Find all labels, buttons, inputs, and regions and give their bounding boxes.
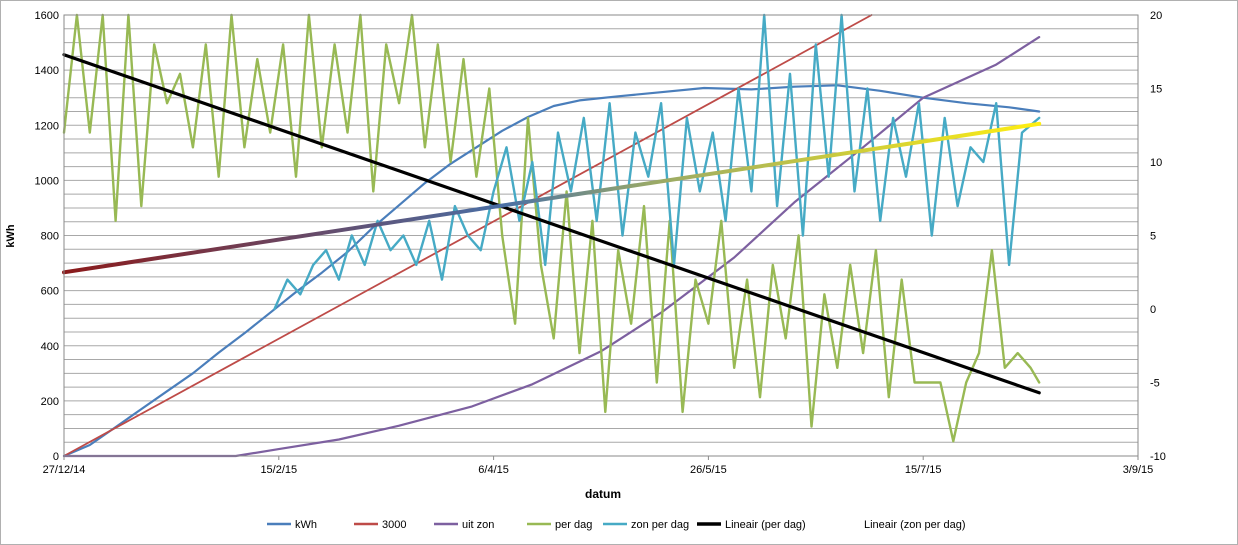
- series-line-kwh: [62, 84, 1041, 458]
- x-tick-label: 3/9/15: [1123, 464, 1154, 476]
- gridlines: [64, 14, 1138, 457]
- y2-tick-label: 0: [1150, 304, 1156, 316]
- plot-border: [63, 14, 1139, 457]
- x-tick-label: 26/5/15: [690, 464, 727, 476]
- y2-tick-label: -10: [1150, 451, 1166, 463]
- y2-tick-label: 15: [1150, 84, 1162, 96]
- series-line-per-dag: [62, 13, 1041, 443]
- y-tick-label: 1200: [35, 120, 59, 132]
- y-tick-label: 600: [41, 286, 59, 298]
- x-tick-label: 15/2/15: [260, 464, 297, 476]
- y2-tick-label: 5: [1150, 231, 1156, 243]
- axes: 0 200 400 600 800 1000 1200 1400 1600 -10 -5 0 5 10 15…: [35, 10, 1166, 476]
- legend-label: uit zon: [462, 519, 494, 531]
- y-tick-label: 1400: [35, 65, 59, 77]
- y2-tick-label: -5: [1150, 378, 1160, 390]
- legend-label: per dag: [555, 519, 592, 531]
- legend-label: 3000: [382, 519, 406, 531]
- legend-label: kWh: [295, 519, 317, 531]
- legend-label: zon per dag: [631, 519, 689, 531]
- series-line-zon-per-dag: [273, 13, 1041, 311]
- y-tick-label: 0: [53, 451, 59, 463]
- legend-label: Lineair (zon per dag): [864, 519, 966, 531]
- x-axis-title: datum: [585, 487, 621, 501]
- y-tick-label: 800: [41, 231, 59, 243]
- x-tick-label: 15/7/15: [905, 464, 942, 476]
- x-tick-label: 6/4/15: [478, 464, 509, 476]
- series-group: [62, 13, 1042, 458]
- y-axis-title: kWh: [5, 224, 17, 248]
- y-tick-label: 1600: [35, 10, 59, 22]
- y-tick-label: 200: [41, 396, 59, 408]
- y-tick-label: 400: [41, 341, 59, 353]
- x-tick-label: 27/12/14: [43, 464, 86, 476]
- legend: kWh 3000 uit zon per dag zon per dag Lineair …: [267, 519, 966, 531]
- series-line-lineair-zon-per-dag: [62, 121, 1042, 275]
- y2-tick-label: 20: [1150, 10, 1162, 22]
- y2-tick-label: 10: [1150, 157, 1162, 169]
- y-tick-label: 1000: [35, 175, 59, 187]
- series-line-lineair-per-dag: [62, 53, 1041, 395]
- legend-label: Lineair (per dag): [725, 519, 806, 531]
